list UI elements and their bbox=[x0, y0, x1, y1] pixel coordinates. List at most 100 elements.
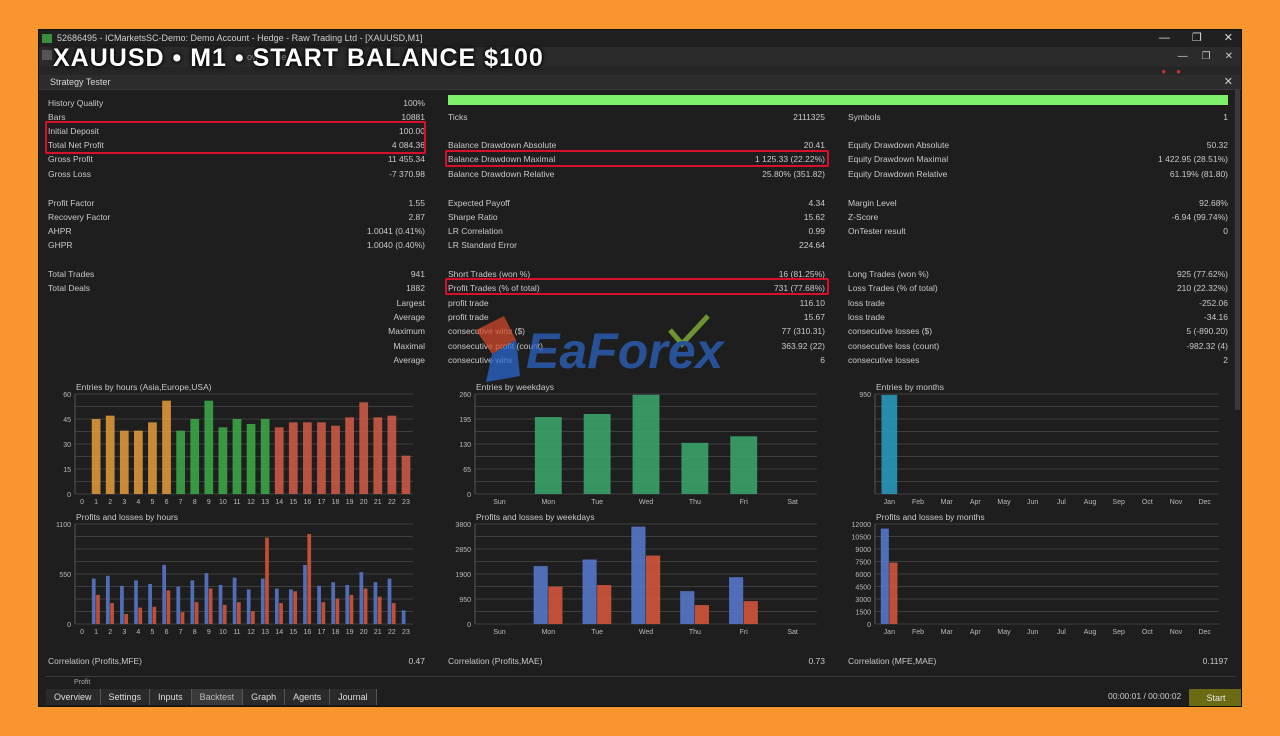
tab-journal[interactable]: Journal bbox=[330, 689, 377, 705]
bar-losses bbox=[363, 588, 368, 624]
close-panel-icon[interactable]: ✕ bbox=[1223, 76, 1233, 88]
bar-losses bbox=[743, 601, 758, 624]
tab-graph[interactable]: Graph bbox=[243, 689, 286, 705]
stat-mid-label: Balance Drawdown Relative bbox=[448, 169, 555, 179]
x-tick-label: 2 bbox=[108, 629, 112, 636]
stat-mid-value: 1 125.33 (22.22%) bbox=[755, 154, 825, 164]
tab-overview[interactable]: Overview bbox=[46, 689, 101, 705]
y-tick-label: 0 bbox=[67, 492, 71, 499]
stat-right-label: Symbols bbox=[848, 112, 881, 122]
stat-mid-label: LR Correlation bbox=[448, 226, 503, 236]
stat-left-label: Total Deals bbox=[48, 283, 91, 293]
bar bbox=[176, 430, 185, 494]
x-tick-label: Aug bbox=[1084, 629, 1097, 636]
x-tick-label: Mon bbox=[541, 499, 555, 506]
x-tick-label: Aug bbox=[1084, 499, 1097, 506]
bar bbox=[246, 424, 256, 494]
bar bbox=[534, 417, 562, 494]
bar bbox=[260, 419, 270, 494]
x-tick-label: 15 bbox=[289, 629, 297, 636]
x-tick-label: 21 bbox=[374, 629, 382, 636]
bar bbox=[303, 422, 312, 494]
toolbar: ● ● bbox=[39, 67, 1241, 76]
tab-agents[interactable]: Agents bbox=[285, 689, 331, 705]
tab-backtest[interactable]: Backtest bbox=[191, 689, 244, 705]
stat-left-label: Total Trades bbox=[48, 269, 95, 279]
stat-left-row: Recovery Factor 2.87 bbox=[48, 210, 425, 224]
stat-mid-value: 6 bbox=[820, 355, 825, 365]
bar bbox=[730, 436, 758, 494]
x-tick-label: 12 bbox=[247, 629, 255, 636]
stat-mid-row: Expected Payoff 4.34 bbox=[448, 196, 825, 210]
close-child-icon[interactable]: ✕ bbox=[1224, 51, 1233, 62]
menu-item-fragment-2[interactable]: Too bbox=[195, 52, 210, 62]
corr-value-1: 0.47 bbox=[408, 656, 425, 666]
stat-right-value: 210 (22.32%) bbox=[1176, 283, 1228, 293]
x-tick-label: 18 bbox=[332, 629, 340, 636]
logo-shape-blue bbox=[486, 340, 520, 382]
stat-right-label: consecutive loss (count) bbox=[848, 341, 940, 351]
menu-item-fragment-4[interactable]: He bbox=[275, 52, 287, 62]
stat-mid-value: 224.64 bbox=[799, 240, 825, 250]
stat-right-label: loss trade bbox=[848, 312, 885, 322]
eaforex-watermark: EaForex bbox=[470, 310, 800, 395]
stat-mid-row: Ticks 2111325 bbox=[448, 110, 825, 124]
stat-left-label: Gross Loss bbox=[48, 169, 91, 179]
x-tick-label: Wed bbox=[639, 499, 653, 506]
stat-left-label: Profit Factor bbox=[48, 198, 95, 208]
menu-item-fragment-1[interactable]: ts bbox=[173, 52, 181, 62]
x-tick-label: 16 bbox=[303, 499, 311, 506]
bar bbox=[288, 422, 298, 494]
x-tick-label: Fri bbox=[740, 629, 749, 636]
y-tick-label: 2850 bbox=[455, 547, 471, 554]
stat-left-label: History Quality bbox=[48, 98, 104, 108]
y-tick-label: 45 bbox=[63, 417, 71, 424]
corr-label-1: Correlation (Profits,MFE) bbox=[48, 656, 142, 666]
stat-left-value: 941 bbox=[410, 269, 425, 279]
stat-left-value: -7 370.98 bbox=[389, 169, 425, 179]
corr-label-2: Correlation (Profits,MAE) bbox=[448, 656, 543, 666]
x-tick-label: 14 bbox=[275, 629, 283, 636]
bar-profits bbox=[91, 578, 96, 624]
stat-right-row: Equity Drawdown Absolute 50.32 bbox=[848, 138, 1228, 152]
minimize-icon[interactable]: — bbox=[1158, 32, 1170, 44]
x-tick-label: Sun bbox=[493, 499, 506, 506]
stat-mid-row: Short Trades (won %) 16 (81.25%) bbox=[448, 267, 825, 281]
stat-left-row: Maximum bbox=[48, 324, 425, 338]
alert-icon[interactable]: ● bbox=[1176, 67, 1181, 76]
x-tick-label: 19 bbox=[346, 629, 354, 636]
y-tick-label: 1100 bbox=[56, 522, 71, 529]
bar bbox=[232, 419, 242, 494]
chart-title: Entries by hours (Asia,Europe,USA) bbox=[76, 382, 212, 392]
menu-bar: ts Too ow He — ❐ ✕ bbox=[39, 47, 1241, 67]
bar-losses bbox=[110, 603, 114, 624]
bar-profits bbox=[729, 577, 744, 624]
bar-losses bbox=[138, 607, 143, 624]
scrollbar[interactable] bbox=[1235, 90, 1240, 410]
bar-losses bbox=[889, 562, 898, 624]
y-tick-label: 950 bbox=[459, 597, 471, 604]
tab-inputs[interactable]: Inputs bbox=[150, 689, 192, 705]
stat-mid-label: consecutive wins bbox=[448, 355, 513, 365]
x-tick-label: 11 bbox=[233, 499, 240, 506]
restore-child-icon[interactable]: ❐ bbox=[1201, 51, 1211, 62]
stat-mid-row: profit trade 116.10 bbox=[448, 296, 825, 310]
menu-icon[interactable] bbox=[42, 50, 52, 60]
bar bbox=[317, 422, 326, 494]
restore-icon[interactable]: ❐ bbox=[1191, 32, 1202, 44]
x-tick-label: Apr bbox=[970, 629, 982, 636]
tab-settings[interactable]: Settings bbox=[100, 689, 151, 705]
stat-left-row: Total Deals 1882 bbox=[48, 281, 425, 295]
stat-mid-label: profit trade bbox=[448, 298, 489, 308]
start-button[interactable]: Start bbox=[1189, 689, 1241, 706]
stop-icon[interactable]: ● bbox=[1161, 67, 1167, 76]
overlay-title: XAUUSD • M1 • START BALANCE $100 bbox=[53, 44, 544, 72]
stat-mid-label: Balance Drawdown Maximal bbox=[448, 154, 556, 164]
x-tick-label: Thu bbox=[689, 499, 701, 506]
menu-item-fragment-3[interactable]: ow bbox=[247, 52, 259, 62]
stat-mid-value: 15.67 bbox=[803, 312, 825, 322]
close-icon[interactable]: ✕ bbox=[1223, 32, 1233, 44]
stat-mid-row: Balance Drawdown Absolute 20.41 bbox=[448, 138, 825, 152]
x-tick-label: 9 bbox=[207, 499, 211, 506]
minimize-child-icon[interactable]: — bbox=[1177, 51, 1188, 62]
